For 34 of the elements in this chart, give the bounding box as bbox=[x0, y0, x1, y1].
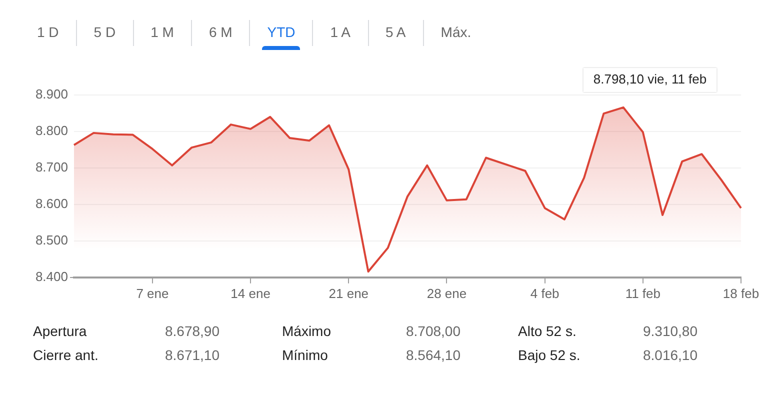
x-tick-label: 28 ene bbox=[426, 286, 467, 301]
x-tick-label: 14 ene bbox=[230, 286, 270, 301]
text: 8.678,90 bbox=[165, 323, 220, 339]
text: 8.016,10 bbox=[643, 347, 698, 363]
text: Cierre ant. bbox=[33, 347, 100, 363]
x-tick-label: 21 ene bbox=[328, 286, 369, 301]
text: 6 M bbox=[190, 20, 250, 46]
text: Alto 52 s. bbox=[518, 323, 578, 339]
x-tick-label: 4 feb bbox=[530, 286, 560, 301]
y-tick-label: 8.500 bbox=[35, 232, 68, 248]
text: 1 A bbox=[312, 20, 368, 46]
x-tick-label: 18 feb bbox=[722, 286, 760, 301]
text: Máx. bbox=[422, 20, 488, 46]
y-tick-label: 8.900 bbox=[35, 86, 68, 102]
text: 1 D bbox=[36, 23, 60, 42]
y-tick-label: 8.800 bbox=[35, 123, 68, 138]
y-tick-label: 8.400 bbox=[35, 268, 68, 284]
y-tick-label: 8.600 bbox=[35, 196, 68, 212]
text: 8.564,10 bbox=[406, 347, 462, 363]
text: 5 D bbox=[76, 20, 133, 46]
text: Mínimo bbox=[282, 347, 329, 363]
text: 5 A bbox=[368, 20, 423, 46]
y-tick-label: 8.700 bbox=[35, 160, 68, 175]
text: Máximo bbox=[282, 323, 332, 339]
x-tick-label: 11 feb bbox=[625, 286, 661, 301]
text: 8.708,00 bbox=[406, 323, 462, 339]
text: 1 M bbox=[132, 20, 191, 46]
text: Bajo 52 s. bbox=[518, 347, 582, 363]
text: Apertura bbox=[33, 323, 88, 339]
text: 8.798,10 vie, 11 feb bbox=[593, 72, 707, 87]
text: 9.310,80 bbox=[643, 323, 698, 339]
text: 8.671,10 bbox=[165, 347, 220, 363]
text: YTD bbox=[249, 20, 312, 46]
x-tick-label: 7 ene bbox=[136, 286, 169, 301]
